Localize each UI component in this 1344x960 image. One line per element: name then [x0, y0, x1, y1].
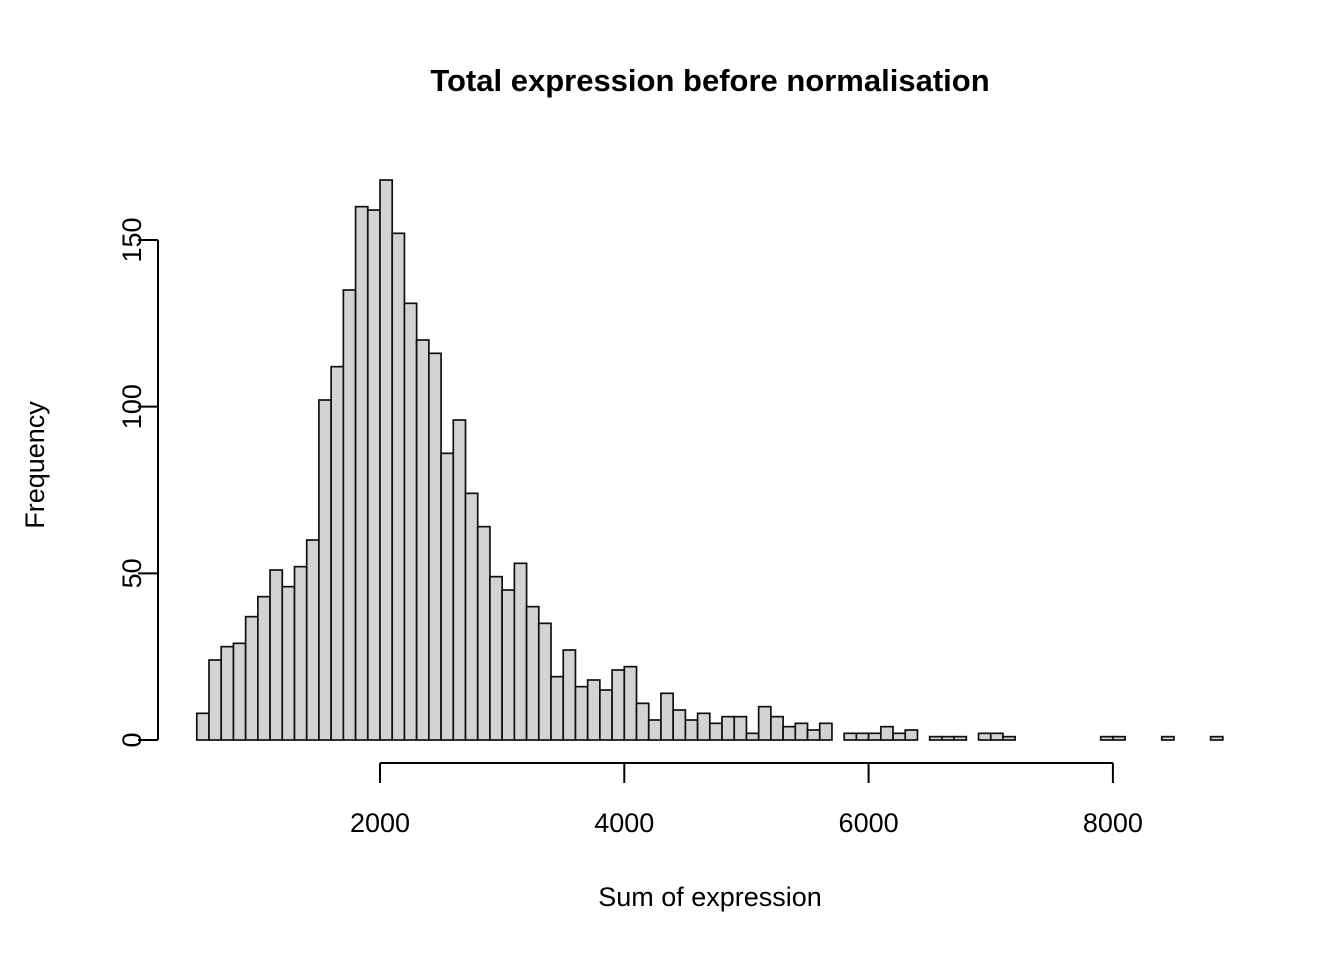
histogram-bar: [452, 419, 467, 741]
x-tick-label: 4000: [594, 808, 654, 838]
histogram-bar: [415, 339, 430, 741]
histogram-bar: [525, 605, 540, 741]
histogram-bar: [757, 705, 772, 741]
histogram-bar: [354, 205, 369, 741]
y-axis-title: Frequency: [20, 401, 50, 529]
histogram-bar: [721, 715, 736, 741]
y-tick-label: 0: [117, 732, 147, 747]
histogram-bar: [330, 365, 345, 741]
histogram-bar: [977, 732, 992, 741]
histogram-bar: [782, 725, 797, 741]
histogram-bar: [403, 302, 418, 741]
histogram-bar: [550, 675, 565, 741]
histogram-bar: [708, 722, 723, 741]
histogram-bar: [928, 735, 943, 741]
histogram-bar: [879, 725, 894, 741]
histogram-bar: [904, 729, 919, 741]
histogram-bar: [1160, 735, 1175, 741]
histogram-bar: [672, 709, 687, 741]
histogram-bar: [1099, 735, 1114, 741]
histogram-bar: [941, 735, 955, 741]
histogram-bar: [342, 289, 357, 741]
histogram-bar: [562, 649, 577, 741]
histogram-bar: [269, 569, 284, 741]
histogram-bar: [501, 589, 516, 741]
histogram-bar: [867, 732, 882, 741]
histogram-bar: [623, 665, 638, 741]
x-tick-label: 6000: [839, 808, 899, 838]
histogram-bar: [843, 732, 858, 741]
histogram-bar: [428, 352, 442, 741]
histogram-bar: [586, 679, 601, 741]
histogram-bar: [745, 732, 760, 741]
histogram-bar: [733, 715, 748, 741]
histogram-bar: [366, 209, 381, 741]
histogram-bar: [611, 669, 626, 741]
histogram-bar: [391, 232, 406, 741]
histogram-bar: [647, 719, 662, 741]
histogram-bar: [318, 399, 332, 741]
x-tick-label: 2000: [350, 808, 410, 838]
histogram-bar: [1112, 735, 1126, 741]
histogram-bar: [635, 702, 650, 741]
y-tick-label: 150: [117, 217, 147, 262]
histogram-bar: [696, 712, 711, 741]
histogram-bar: [855, 732, 870, 741]
histogram-bar: [794, 722, 809, 741]
y-tick-label: 100: [117, 384, 147, 429]
x-tick-label: 8000: [1083, 808, 1143, 838]
axes-layer: 0 50 100 150 2000 4000 6000 8000: [117, 217, 1143, 838]
histogram-bar: [953, 735, 968, 741]
histogram-bar: [537, 622, 552, 741]
histogram-bar: [513, 562, 528, 741]
histogram-bar: [476, 525, 491, 741]
bars-layer: [195, 179, 1224, 741]
histogram-bar: [770, 715, 784, 741]
histogram-bar: [281, 585, 296, 741]
histogram-bar: [574, 685, 589, 741]
histogram-bar: [293, 565, 308, 741]
histogram-bar: [440, 452, 455, 741]
histogram-bar: [257, 595, 271, 741]
histogram-bar: [244, 615, 259, 741]
histogram-bar: [684, 719, 699, 741]
histogram-bar: [989, 732, 1004, 741]
histogram-bar: [464, 492, 479, 741]
histogram-bar: [818, 722, 833, 741]
histogram-bar: [195, 712, 210, 741]
histogram-bar: [220, 645, 235, 741]
histogram-bar: [892, 732, 907, 741]
histogram-bar: [305, 539, 320, 741]
histogram-bar: [379, 179, 394, 741]
histogram-bar: [599, 689, 613, 741]
histogram-bar: [806, 729, 821, 741]
histogram-bar: [232, 642, 247, 741]
histogram-bar: [660, 692, 675, 741]
histogram-bar: [1209, 735, 1224, 741]
histogram-bar: [208, 659, 223, 741]
histogram-bar: [1002, 735, 1017, 741]
x-axis-title: Sum of expression: [598, 882, 822, 912]
y-tick-label: 50: [117, 558, 147, 588]
chart-title: Total expression before normalisation: [430, 63, 989, 98]
histogram-bar: [489, 575, 504, 741]
